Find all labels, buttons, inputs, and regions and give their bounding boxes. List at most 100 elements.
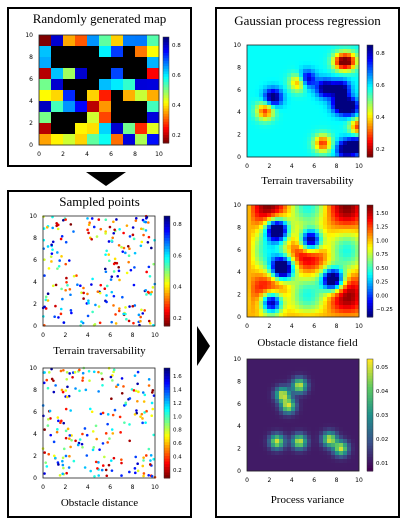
field-cell (271, 241, 276, 246)
colorbar-segment (367, 398, 373, 402)
field-cell (315, 145, 320, 150)
field-cell (315, 435, 320, 440)
field-cell (271, 375, 276, 380)
field-cell (271, 379, 276, 384)
field-cell (247, 467, 252, 472)
field-cell (259, 49, 264, 54)
field-cell (251, 209, 256, 214)
field-cell (339, 423, 344, 428)
field-cell (299, 217, 304, 222)
field-cell (275, 149, 280, 154)
y-tick-label: 10 (25, 32, 33, 39)
field-cell (259, 217, 264, 222)
field-cell (355, 129, 360, 134)
field-cell (335, 101, 340, 106)
field-cell (351, 221, 356, 226)
field-cell (307, 237, 312, 242)
field-cell (283, 101, 288, 106)
field-cell (295, 427, 300, 432)
field-cell (327, 125, 332, 130)
field-cell (283, 85, 288, 90)
field-cell (295, 415, 300, 420)
sample-point (99, 283, 103, 287)
field-cell (331, 411, 336, 416)
field-cell (311, 145, 316, 150)
field-cell (247, 237, 252, 242)
field-cell (319, 213, 324, 218)
field-cell (271, 439, 276, 444)
field-cell (331, 277, 336, 282)
field-cell (319, 269, 324, 274)
field-cell (259, 359, 264, 364)
field-cell (351, 459, 356, 464)
field-cell (263, 249, 268, 254)
field-cell (299, 133, 304, 138)
field-cell (291, 137, 296, 142)
colorbar-segment (164, 315, 170, 319)
colorbar-segment (367, 148, 373, 152)
field-cell (267, 273, 272, 278)
field-cell (307, 137, 312, 142)
field-cell (283, 137, 288, 142)
field-cell (271, 73, 276, 78)
field-cell (347, 293, 352, 298)
field-cell (311, 81, 316, 86)
sample-point (56, 428, 59, 431)
field-cell (343, 261, 348, 266)
sample-point (120, 461, 123, 465)
field-cell (291, 237, 296, 242)
sample-point (101, 383, 104, 387)
obstacle-cell (75, 112, 88, 124)
x-tick-label: 8 (131, 332, 135, 339)
field-cell (279, 65, 284, 70)
field-cell (287, 69, 292, 74)
sample-point (128, 423, 131, 426)
field-cell (307, 431, 312, 436)
field-cell (351, 69, 356, 74)
field-cell (255, 137, 260, 142)
sample-point (144, 454, 148, 457)
field-cell (255, 455, 260, 460)
field-cell (335, 443, 340, 448)
field-cell (283, 149, 288, 154)
field-cell (251, 205, 256, 210)
field-cell (343, 379, 348, 384)
colorbar-segment (367, 303, 373, 307)
field-cell (279, 45, 284, 50)
field-cell (327, 359, 332, 364)
field-cell (331, 73, 336, 78)
field-cell (327, 363, 332, 368)
field-cell (311, 285, 316, 290)
field-cell (251, 301, 256, 306)
field-cell (343, 459, 348, 464)
field-cell (271, 49, 276, 54)
field-cell (267, 403, 272, 408)
field-cell (279, 225, 284, 230)
field-cell (251, 149, 256, 154)
field-cell (331, 141, 336, 146)
sample-point (110, 428, 114, 431)
field-cell (311, 237, 316, 242)
field-cell (247, 367, 252, 372)
colorbar-segment (164, 276, 170, 280)
field-cell (335, 97, 340, 102)
field-cell (351, 145, 356, 150)
colorbar-segment (163, 71, 169, 75)
field-cell (247, 221, 252, 226)
field-cell (267, 241, 272, 246)
field-cell (299, 383, 304, 388)
field-cell (275, 395, 280, 400)
field-cell (311, 261, 316, 266)
field-cell (307, 209, 312, 214)
field-cell (259, 451, 264, 456)
field-cell (303, 273, 308, 278)
field-cell (247, 133, 252, 138)
field-cell (299, 285, 304, 290)
field-cell (311, 217, 316, 222)
field-cell (347, 257, 352, 262)
field-cell (271, 265, 276, 270)
field-cell (339, 313, 344, 318)
field-cell (343, 221, 348, 226)
field-cell (347, 237, 352, 242)
